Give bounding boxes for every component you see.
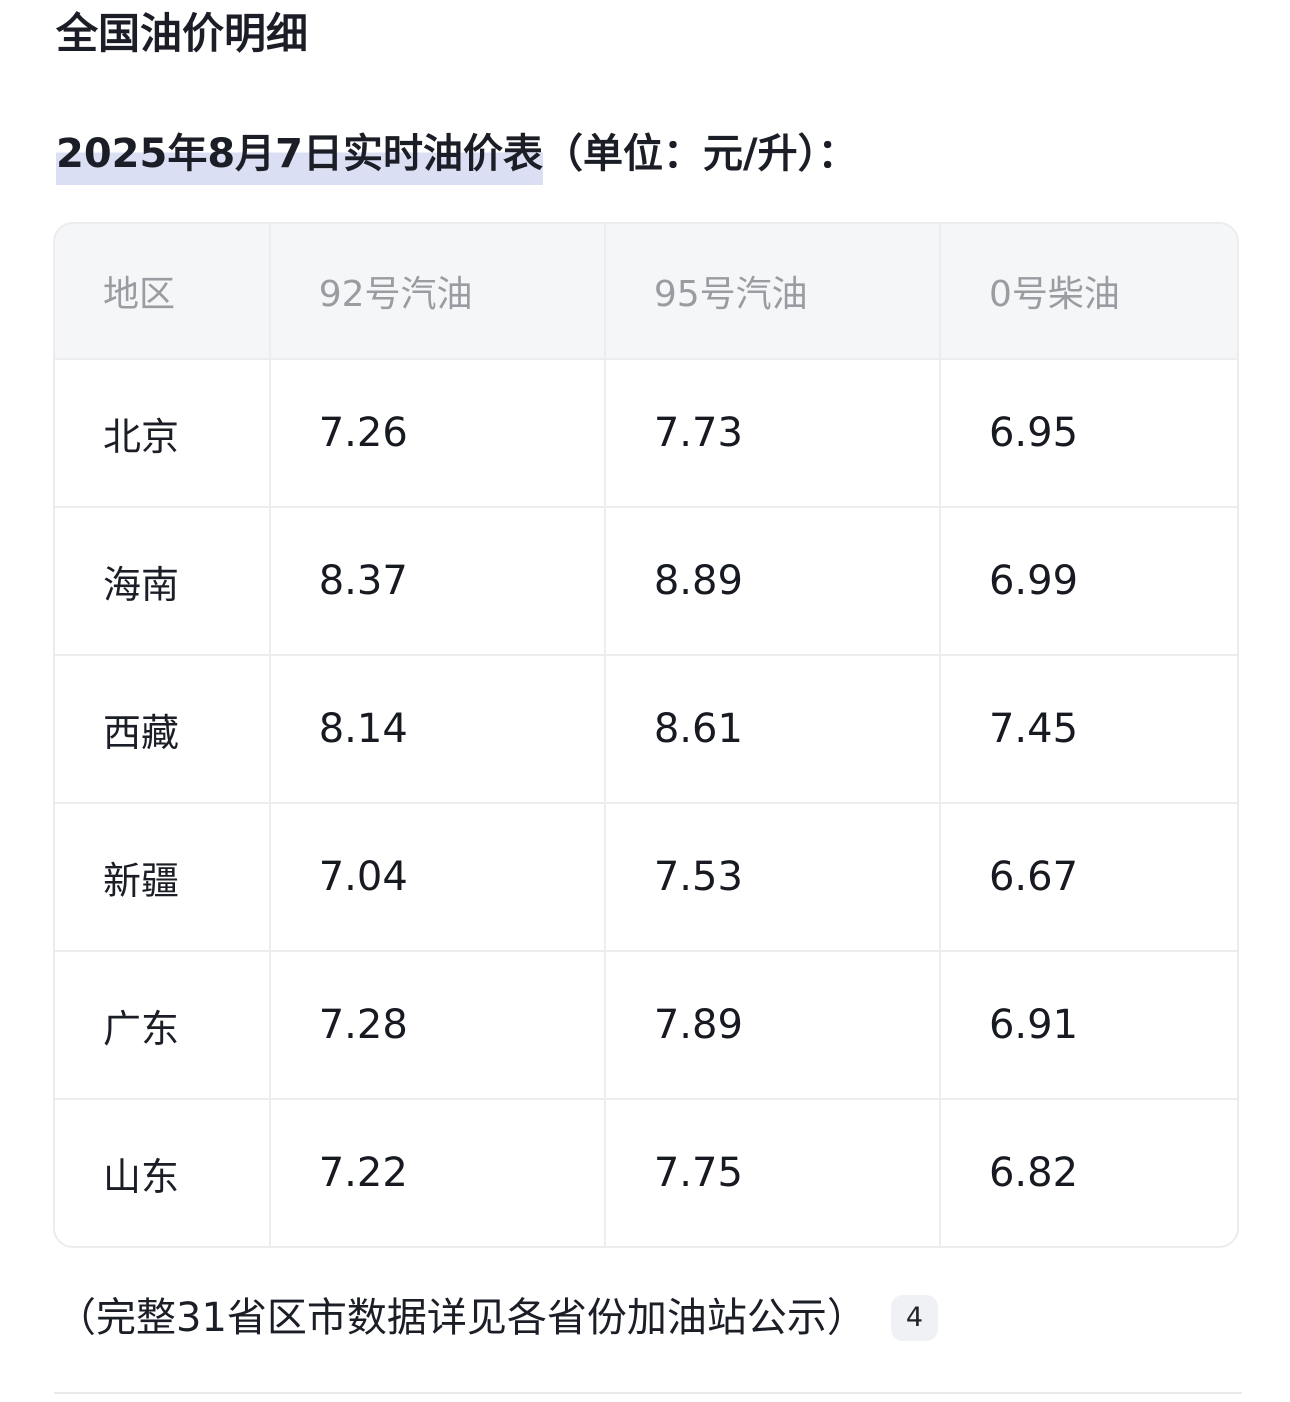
page-title: 全国油价明细 <box>56 9 309 58</box>
region-cell: 山东 <box>55 1098 269 1246</box>
gas92-cell: 7.22 <box>268 1098 604 1246</box>
fuel-price-table: 地区 92号汽油 95号汽油 0号柴油 北京 7.26 7.73 6.95 海南… <box>53 222 1239 1248</box>
column-header-gas92: 92号汽油 <box>268 224 604 358</box>
diesel0-cell: 7.45 <box>938 654 1237 802</box>
gas95-cell: 8.89 <box>603 506 939 654</box>
citation-badge[interactable]: 4 <box>890 1295 938 1341</box>
gas92-cell: 7.04 <box>268 802 604 950</box>
subtitle: 2025年8月7日实时油价表（单位：元/升）： <box>56 128 858 185</box>
gas95-cell: 7.73 <box>603 358 939 506</box>
region-cell: 北京 <box>55 358 269 506</box>
region-cell: 海南 <box>55 506 269 654</box>
table-row-beijing: 北京 7.26 7.73 6.95 <box>55 358 1237 506</box>
subtitle-unit-text: （单位：元/升）： <box>543 131 858 177</box>
table-row-xizang: 西藏 8.14 8.61 7.45 <box>55 654 1237 802</box>
gas92-cell: 8.14 <box>268 654 604 802</box>
footnote: （完整31省区市数据详见各省份加油站公示） 4 <box>56 1292 938 1344</box>
table-row-xinjiang: 新疆 7.04 7.53 6.67 <box>55 802 1237 950</box>
diesel0-cell: 6.91 <box>938 950 1237 1098</box>
region-cell: 西藏 <box>55 654 269 802</box>
gas95-cell: 7.75 <box>603 1098 939 1246</box>
column-header-gas95: 95号汽油 <box>603 224 939 358</box>
gas95-cell: 7.89 <box>603 950 939 1098</box>
footnote-text: （完整31省区市数据详见各省份加油站公示） <box>56 1295 867 1341</box>
table-row-guangdong: 广东 7.28 7.89 6.91 <box>55 950 1237 1098</box>
column-header-diesel0: 0号柴油 <box>938 224 1237 358</box>
table-row-shandong: 山东 7.22 7.75 6.82 <box>55 1098 1237 1246</box>
subtitle-highlighted-text: 2025年8月7日实时油价表 <box>56 131 543 185</box>
diesel0-cell: 6.67 <box>938 802 1237 950</box>
table-header-row: 地区 92号汽油 95号汽油 0号柴油 <box>55 224 1237 358</box>
region-cell: 新疆 <box>55 802 269 950</box>
diesel0-cell: 6.99 <box>938 506 1237 654</box>
column-header-region: 地区 <box>55 224 269 358</box>
gas92-cell: 8.37 <box>268 506 604 654</box>
bottom-divider <box>54 1392 1242 1394</box>
gas92-cell: 7.28 <box>268 950 604 1098</box>
diesel0-cell: 6.82 <box>938 1098 1237 1246</box>
gas92-cell: 7.26 <box>268 358 604 506</box>
region-cell: 广东 <box>55 950 269 1098</box>
diesel0-cell: 6.95 <box>938 358 1237 506</box>
gas95-cell: 7.53 <box>603 802 939 950</box>
table-row-hainan: 海南 8.37 8.89 6.99 <box>55 506 1237 654</box>
gas95-cell: 8.61 <box>603 654 939 802</box>
